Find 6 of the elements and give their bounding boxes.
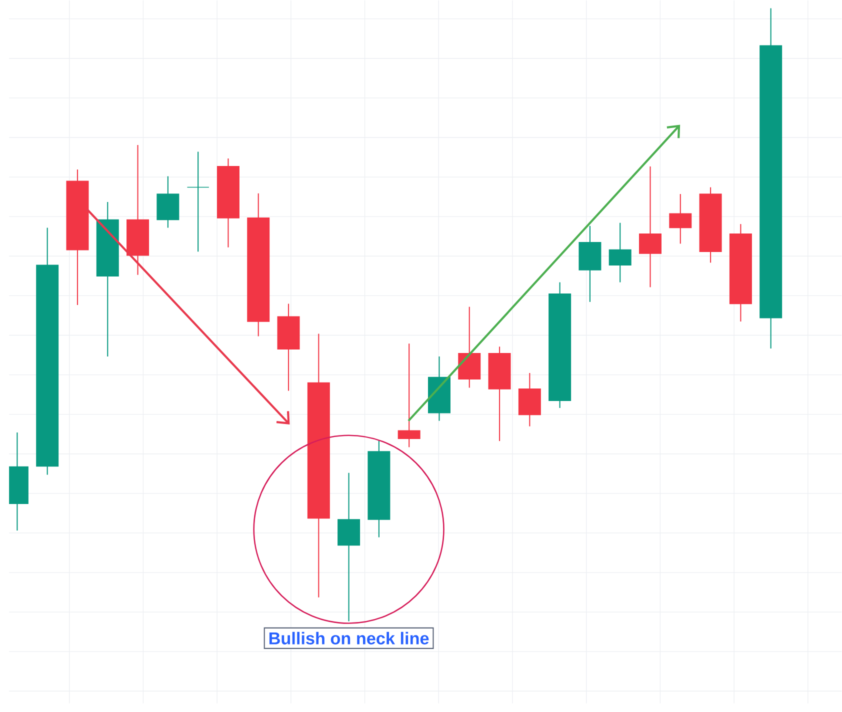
candlestick (186, 150, 210, 252)
candlestick (398, 342, 420, 448)
candlestick (639, 166, 662, 288)
candlestick (608, 222, 632, 283)
text: Bullish on neck line (269, 632, 429, 644)
candlestick (669, 193, 692, 244)
